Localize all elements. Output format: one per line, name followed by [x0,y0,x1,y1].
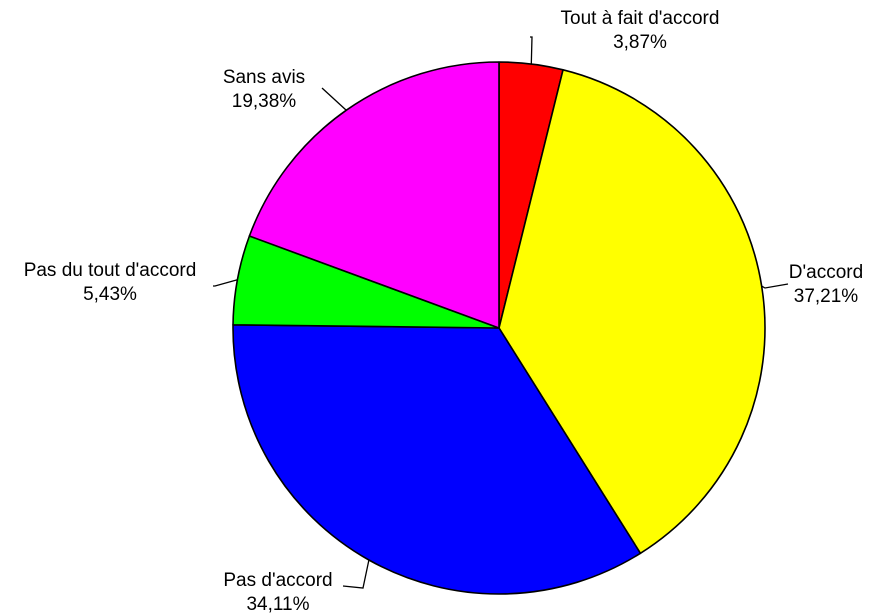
slice-label-sans-avis: Sans avis [223,67,305,88]
slice-value-sans-avis: 19,38% [232,91,297,112]
leader-line-pas-d-accord [342,559,370,589]
leader-lines [213,36,789,589]
leader-line-tout-a-fait-d-accord [530,36,533,65]
slice-label-pas-d-accord: Pas d'accord [223,570,332,591]
leader-line-pas-du-tout-d-accord [213,279,238,287]
slice-label-tout-a-fait-d-accord: Tout à fait d'accord [561,8,720,29]
slice-label-d-accord: D'accord [789,262,863,283]
slice-value-d-accord: 37,21% [794,286,859,307]
slice-value-pas-du-tout-d-accord: 5,43% [83,284,137,305]
slice-label-pas-du-tout-d-accord: Pas du tout d'accord [24,260,197,281]
leader-line-sans-avis [321,87,348,111]
pie-slice-d-accord [498,69,766,555]
pie-slices [232,61,766,595]
leader-line-d-accord [761,283,789,289]
slice-value-pas-d-accord: 34,11% [246,594,309,613]
slice-value-tout-a-fait-d-accord: 3,87% [613,32,667,53]
slice-labels: Tout à fait d'accord 3,87% D'accord 37,21% P… [24,8,864,613]
